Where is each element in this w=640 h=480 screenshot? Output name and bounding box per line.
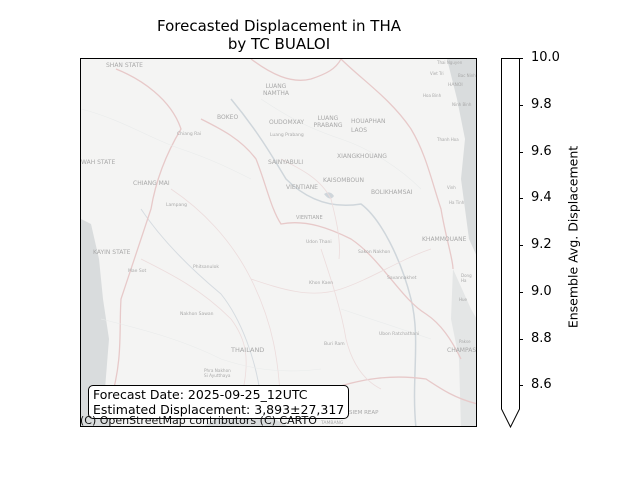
label-champasak: CHAMPAS	[447, 347, 477, 354]
map-labels: SHAN STATE LUANG NAMTHA BOKEO OUDOMXAY L…	[81, 59, 477, 426]
forecast-date: Forecast Date: 2025-09-25_12UTC	[93, 387, 308, 402]
label-hanoi: HANOI	[448, 83, 463, 88]
label-lampang: Lampang	[166, 203, 187, 208]
colorbar-tick-label: 9.0	[531, 284, 552, 299]
label-tambang: TAMBANG	[321, 421, 344, 426]
chart-title: Forecasted Displacement in THA by TC BUA…	[80, 17, 478, 53]
forecast-info-box: Forecast Date: 2025-09-25_12UTC Estimate…	[88, 385, 350, 419]
label-viet-tri: Viet Tri	[430, 71, 444, 76]
label-luang-prabang: LUANG PRABANG	[313, 115, 343, 129]
gulf-of-tonkin	[447, 59, 476, 255]
title-line-2: by TC BUALOI	[227, 35, 331, 53]
river-2	[140, 208, 262, 400]
label-khammouane: KHAMMOUANE	[422, 236, 467, 243]
border-th-la	[200, 118, 462, 360]
label-shan-state: SHAN STATE	[106, 62, 143, 69]
andaman-sea	[81, 219, 111, 426]
colorbar-tick-label: 8.8	[531, 331, 552, 346]
border-kh	[330, 376, 476, 405]
label-khon-kaen: Khon Kaen	[309, 281, 334, 286]
label-siem-reap: SIEM REAP	[349, 410, 379, 416]
map-attribution: (C) OpenStreetMap contributors (C) CARTO	[80, 414, 317, 427]
coast-right	[451, 269, 476, 426]
label-kaisombun: KAISOMBOUN	[323, 177, 365, 184]
label-chiang-mai: CHIANG MAI	[133, 180, 170, 187]
label-houaphan: HOUAPHAN	[351, 118, 386, 125]
border-la-vn	[340, 59, 454, 270]
colorbar-tick-label: 8.6	[531, 377, 552, 392]
label-laos: LAOS	[351, 127, 368, 134]
label-kayin-state: KAYIN STATE	[93, 249, 131, 256]
label-thai-nguyen: Thai Nguyen	[437, 60, 463, 65]
label-ninh-binh: Ninh Binh	[452, 102, 472, 107]
colorbar-tick-label: 9.2	[531, 237, 552, 252]
label-dong-ha: Dong Ha	[461, 273, 472, 283]
colorbar-tick-label: 9.8	[531, 97, 552, 112]
label-ayutthaya: Phra Nakhon Si Ayutthaya	[204, 368, 231, 378]
label-ha-tinh: Ha Tinh	[449, 200, 465, 205]
label-luang-namtha: LUANG NAMTHA	[262, 83, 290, 97]
colorbar-tick-label: 10.0	[531, 50, 560, 65]
label-buri-ram: Buri Ram	[324, 342, 345, 347]
label-xiangkhouang: XIANGKHOUANG	[337, 153, 387, 160]
label-ubon-ratchathani: Ubon Ratchathani	[379, 332, 420, 337]
basemap	[81, 59, 476, 426]
label-savannakhet: Savannakhet	[387, 276, 417, 281]
border-mm-th	[110, 68, 182, 400]
label-thanh-hoa: Thanh Hoa	[437, 137, 459, 142]
estimated-displacement: Estimated Displacement: 3,893±27,317	[93, 401, 345, 417]
label-mae-sot: Mae Sot	[128, 269, 147, 274]
colorbar-label: Ensemble Avg. Displacement	[565, 145, 581, 329]
mekong-river	[230, 98, 417, 426]
label-vinh: Vinh	[447, 185, 456, 190]
label-luang-prabang-city: Luang Prabang	[270, 133, 304, 138]
label-bokeo: BOKEO	[217, 114, 239, 121]
label-phitsanulok: Phitsanulok	[193, 265, 219, 270]
label-sakon-nakhon: Sakon Nakhon	[358, 250, 391, 255]
colorbar-ticks	[519, 58, 523, 386]
colorbar-tick-label: 9.6	[531, 144, 552, 159]
label-pakse: Pakse	[459, 339, 471, 344]
label-vientiane: VIENTIANE	[296, 215, 323, 221]
label-thailand: THAILAND	[231, 346, 265, 354]
label-chiang-rai: Chiang Rai	[177, 132, 202, 137]
label-nakhon-sawan: Nakhon Sawan	[180, 312, 214, 317]
colorbar-body	[501, 58, 520, 429]
label-bac-ninh: Bac Ninh	[458, 73, 476, 78]
label-vientiane-prov: VIENTIANE	[286, 184, 318, 191]
label-wah-state: WAH STATE	[81, 159, 116, 166]
label-oudomxay: OUDOMXAY	[269, 119, 305, 126]
border-la-cn	[250, 59, 342, 81]
label-bolikhamsai: BOLIKHAMSAI	[371, 189, 413, 196]
colorbar-tick-label: 9.4	[531, 190, 552, 205]
map-panel[interactable]: SHAN STATE LUANG NAMTHA BOKEO OUDOMXAY L…	[80, 58, 477, 427]
label-hue: Hue	[459, 297, 468, 302]
title-line-1: Forecasted Displacement in THA	[156, 17, 402, 35]
label-hoa-binh: Hoa Binh	[423, 93, 442, 98]
label-udon-thani: Udon Thani	[306, 240, 332, 245]
label-sainyabuli: SAINYABULI	[268, 159, 304, 166]
